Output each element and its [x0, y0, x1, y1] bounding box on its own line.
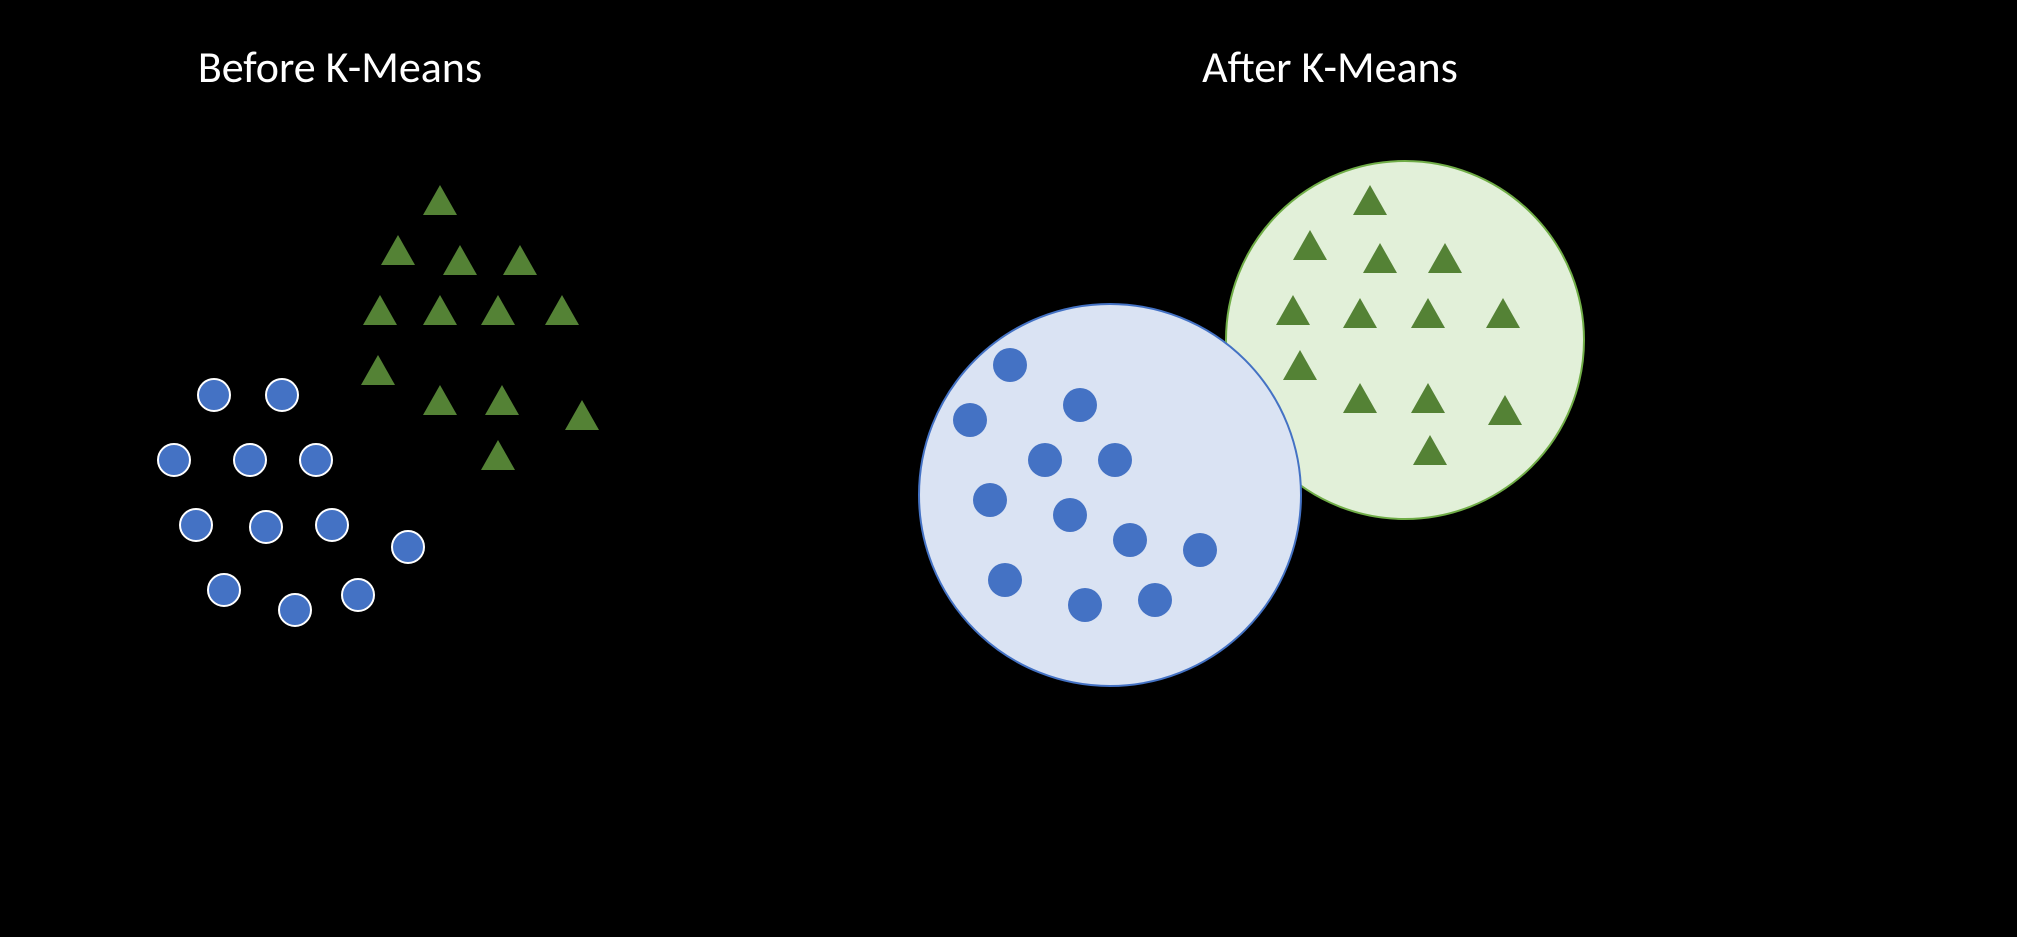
green-triangle-marker [423, 295, 457, 325]
blue-circle-marker [973, 483, 1007, 517]
blue-circle-marker [1028, 443, 1062, 477]
blue-circle-marker [315, 508, 349, 542]
green-triangle-marker [361, 355, 395, 385]
blue-circle-marker [265, 378, 299, 412]
blue-circle-marker [953, 403, 987, 437]
blue-circle-marker [207, 573, 241, 607]
green-triangle-marker [1353, 185, 1387, 215]
blue-circle-marker [1098, 443, 1132, 477]
green-triangle-marker [1486, 298, 1520, 328]
green-triangle-marker [363, 295, 397, 325]
blue-circle-marker [391, 530, 425, 564]
blue-circle-marker [1063, 388, 1097, 422]
blue-circle-marker [278, 593, 312, 627]
blue-circle-marker [157, 443, 191, 477]
green-triangle-marker [1428, 243, 1462, 273]
blue-circle-marker [233, 443, 267, 477]
green-triangle-marker [423, 385, 457, 415]
green-triangle-marker [481, 295, 515, 325]
green-triangle-marker [545, 295, 579, 325]
green-triangle-marker [1363, 243, 1397, 273]
green-triangle-marker [1283, 350, 1317, 380]
green-triangle-marker [1411, 298, 1445, 328]
green-triangle-marker [485, 385, 519, 415]
green-triangle-marker [1343, 298, 1377, 328]
blue-circle-marker [1138, 583, 1172, 617]
blue-circle-marker [1113, 523, 1147, 557]
green-triangle-marker [1293, 230, 1327, 260]
green-triangle-marker [565, 400, 599, 430]
blue-circle-marker [249, 510, 283, 544]
green-triangle-marker [1411, 383, 1445, 413]
blue-circle-marker [1068, 588, 1102, 622]
blue-circle-marker [299, 443, 333, 477]
blue-circle-marker [1183, 533, 1217, 567]
left-title: Before K-Means [198, 40, 482, 94]
green-triangle-marker [1488, 395, 1522, 425]
green-triangle-marker [481, 440, 515, 470]
green-triangle-marker [503, 245, 537, 275]
blue-circle-marker [197, 378, 231, 412]
blue-circle-marker [993, 348, 1027, 382]
blue-circle-marker [988, 563, 1022, 597]
green-triangle-marker [1343, 383, 1377, 413]
green-triangle-marker [443, 245, 477, 275]
green-triangle-marker [381, 235, 415, 265]
green-triangle-marker [423, 185, 457, 215]
diagram-canvas: Before K-Means After K-Means [0, 0, 2017, 937]
green-triangle-marker [1276, 295, 1310, 325]
right-title: After K-Means [1202, 40, 1458, 94]
blue-circle-marker [179, 508, 213, 542]
blue-circle-marker [1053, 498, 1087, 532]
green-triangle-marker [1413, 435, 1447, 465]
blue-circle-marker [341, 578, 375, 612]
